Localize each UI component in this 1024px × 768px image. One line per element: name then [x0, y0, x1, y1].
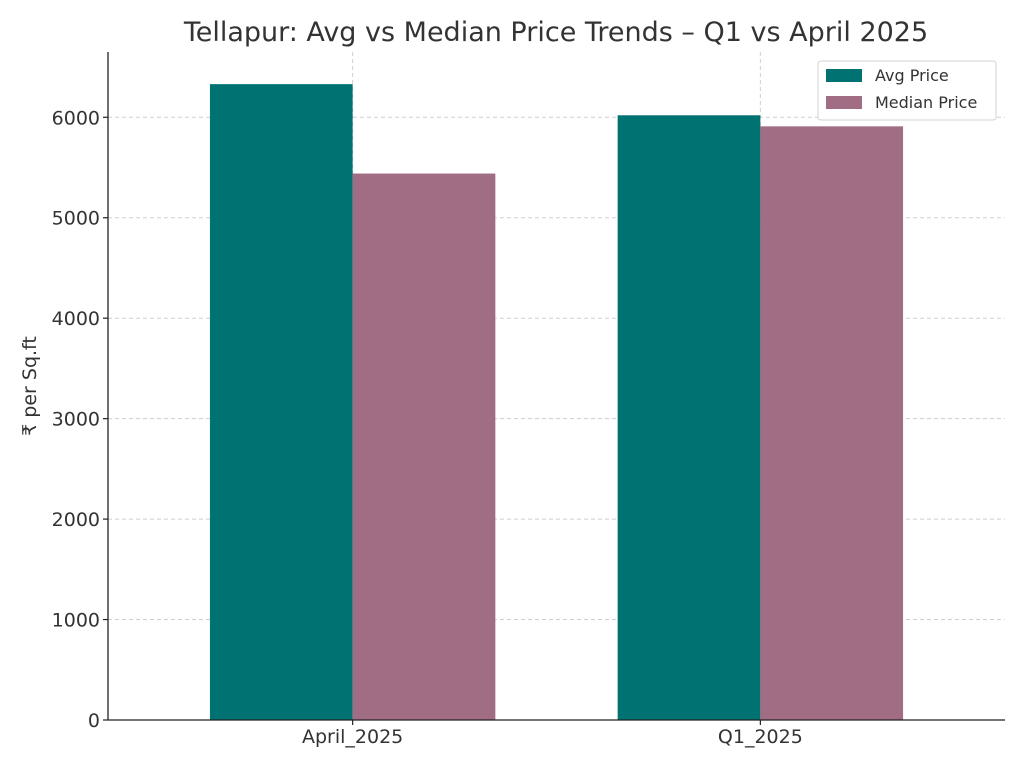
y-axis-ticks: 0 1000 2000 3000 4000 5000 6000	[52, 107, 108, 732]
y-tick-label: 1000	[52, 610, 100, 632]
bar-median-price-q1-2025	[760, 126, 904, 720]
bars	[209, 84, 904, 721]
legend-label-median-price: Median Price	[875, 93, 977, 112]
legend-swatch-median-price	[826, 96, 862, 109]
chart-title: Tellapur: Avg vs Median Price Trends – Q…	[183, 17, 928, 48]
y-tick-label: 2000	[52, 509, 100, 531]
legend-label-avg-price: Avg Price	[875, 66, 949, 85]
bar-avg-price-q1-2025	[617, 115, 761, 721]
bar-avg-price-april-2025	[209, 84, 353, 721]
y-tick-label: 6000	[52, 107, 100, 129]
y-tick-label: 4000	[52, 308, 100, 330]
y-tick-label: 5000	[52, 208, 100, 230]
legend-box	[817, 60, 997, 121]
y-axis-label: ₹ per Sq.ft	[19, 336, 41, 436]
x-tick-label: Q1_2025	[718, 726, 803, 748]
bar-median-price-april-2025	[352, 173, 496, 720]
legend-swatch-avg-price	[826, 69, 862, 82]
legend: Avg Price Median Price	[817, 60, 997, 121]
x-tick-label: April_2025	[302, 726, 403, 748]
y-tick-label: 0	[88, 710, 100, 732]
x-axis-ticks: April_2025 Q1_2025	[302, 720, 803, 748]
y-tick-label: 3000	[52, 409, 100, 431]
